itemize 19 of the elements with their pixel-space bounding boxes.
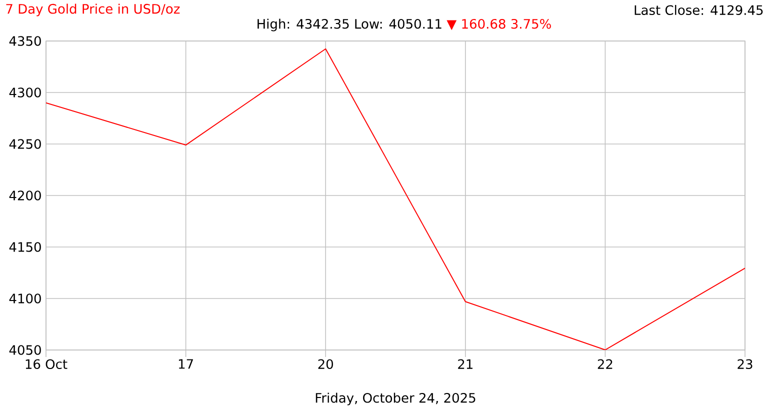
y-tick-label: 4100	[9, 294, 41, 304]
y-tick-label: 4150	[9, 242, 41, 252]
y-tick-label: 4250	[9, 139, 41, 149]
x-tick-label: 21	[458, 359, 472, 369]
x-tick-label: 16 Oct	[26, 359, 68, 370]
x-tick-label: 20	[318, 359, 334, 370]
y-tick-label: 4300	[9, 88, 41, 98]
x-tick-label: 22	[598, 359, 612, 369]
y-tick-label: 4350	[9, 36, 41, 46]
chart-title: 7 Day Gold Price in USD/oz	[6, 4, 180, 16]
y-tick-label: 4200	[9, 190, 41, 200]
chart-subtitle: High: 4342.35 Low: 4050.11	[258, 18, 442, 32]
line-series	[46, 48, 746, 350]
x-tick-label: 23	[738, 359, 752, 370]
x-tick-label: 17	[178, 359, 193, 369]
text: ▼ 160.68 3.75%	[446, 18, 551, 30]
y-tick-label: 4050	[9, 345, 41, 355]
x-axis-title: Friday, October 24, 2025	[316, 392, 476, 406]
text: Last Close: 4129.45	[634, 4, 763, 16]
